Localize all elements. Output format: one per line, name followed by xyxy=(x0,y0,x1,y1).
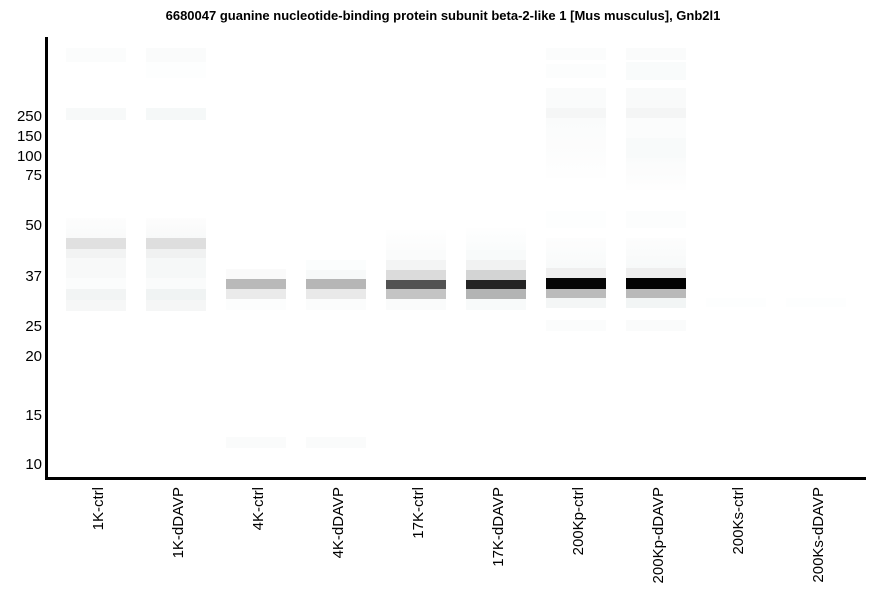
gel-band xyxy=(546,108,606,118)
gel-band xyxy=(386,280,446,289)
gel-band xyxy=(626,48,686,60)
gel-band xyxy=(146,289,206,300)
y-tick-label: 100 xyxy=(16,148,42,165)
gel-band xyxy=(226,289,286,299)
lane-label: 4K-ctrl xyxy=(250,487,267,531)
gel-band xyxy=(306,270,366,279)
lane-label: 1K-dDAVP xyxy=(170,487,187,559)
y-tick-label: 37 xyxy=(25,268,42,285)
gel-band xyxy=(626,88,686,108)
gel-band xyxy=(626,118,686,138)
gel-band xyxy=(546,320,606,331)
gel-band xyxy=(146,108,206,120)
gel-band xyxy=(386,289,446,299)
gel-band xyxy=(386,250,446,260)
y-tick-label: 50 xyxy=(25,217,42,234)
gel-band xyxy=(546,238,606,268)
gel-band xyxy=(306,260,366,270)
gel-band xyxy=(466,289,526,299)
gel-band xyxy=(306,289,366,299)
gel-band xyxy=(386,230,446,250)
gel-band xyxy=(386,260,446,270)
gel-band xyxy=(626,278,686,289)
gel-band xyxy=(706,298,766,307)
gel-band xyxy=(546,268,606,278)
gel-band xyxy=(66,48,126,62)
gel-band xyxy=(66,108,126,120)
gel-band xyxy=(626,238,686,268)
gel-band xyxy=(466,270,526,280)
gel-band xyxy=(146,258,206,278)
y-tick-label: 25 xyxy=(25,318,42,335)
lane-label: 4K-dDAVP xyxy=(330,487,347,559)
lane-label: 200Kp-ctrl xyxy=(570,487,587,556)
gel-band xyxy=(386,299,446,310)
gel-band xyxy=(466,299,526,310)
lane-label: 17K-dDAVP xyxy=(490,487,507,567)
gel-band xyxy=(626,211,686,228)
y-axis-line xyxy=(45,37,48,480)
x-axis-line xyxy=(45,477,866,480)
lane-label: 1K-ctrl xyxy=(90,487,107,531)
gel-band xyxy=(66,258,126,278)
gel-band xyxy=(466,280,526,289)
gel-band xyxy=(626,138,686,158)
gel-band xyxy=(146,278,206,289)
lane-label: 17K-ctrl xyxy=(410,487,427,539)
lane-label: 200Ks-ctrl xyxy=(730,487,747,555)
gel-band xyxy=(626,320,686,331)
gel-band xyxy=(546,88,606,108)
gel-band xyxy=(146,218,206,238)
gel-band xyxy=(466,250,526,260)
y-tick-label: 250 xyxy=(16,108,42,125)
y-tick-label: 150 xyxy=(16,128,42,145)
gel-band xyxy=(306,279,366,289)
gel-band xyxy=(626,289,686,298)
gel-band xyxy=(786,298,846,307)
gel-band xyxy=(466,228,526,250)
gel-band xyxy=(146,300,206,311)
gel-band xyxy=(386,270,446,280)
gel-band xyxy=(546,278,606,289)
gel-band xyxy=(466,260,526,270)
y-tick-label: 20 xyxy=(25,348,42,365)
gel-band xyxy=(626,62,686,80)
gel-band xyxy=(626,268,686,278)
gel-band xyxy=(66,238,126,249)
gel-band xyxy=(546,118,606,178)
gel-band xyxy=(226,269,286,279)
gel-band xyxy=(546,298,606,308)
gel-band xyxy=(626,298,686,308)
lane-label: 200Ks-dDAVP xyxy=(810,487,827,583)
y-tick-label: 10 xyxy=(25,456,42,473)
y-tick-label: 75 xyxy=(25,167,42,184)
gel-band xyxy=(626,108,686,118)
gel-band xyxy=(306,437,366,448)
gel-band xyxy=(146,48,206,62)
gel-band xyxy=(146,238,206,249)
gel-band xyxy=(66,289,126,300)
gel-band xyxy=(626,158,686,190)
gel-band xyxy=(226,299,286,310)
gel-band xyxy=(146,249,206,258)
gel-band xyxy=(66,300,126,311)
gel-band xyxy=(66,218,126,238)
gel-band xyxy=(226,437,286,448)
gel-band xyxy=(66,249,126,258)
gel-band xyxy=(546,289,606,298)
gel-band xyxy=(546,64,606,78)
gel-band xyxy=(546,211,606,228)
gel-band xyxy=(546,48,606,60)
gel-band xyxy=(226,279,286,289)
lane-label: 200Kp-dDAVP xyxy=(650,487,667,584)
y-tick-label: 15 xyxy=(25,407,42,424)
gel-band xyxy=(146,62,206,78)
gel-band xyxy=(306,299,366,310)
chart-title: 6680047 guanine nucleotide-binding prote… xyxy=(165,8,721,23)
gel-band xyxy=(66,278,126,289)
